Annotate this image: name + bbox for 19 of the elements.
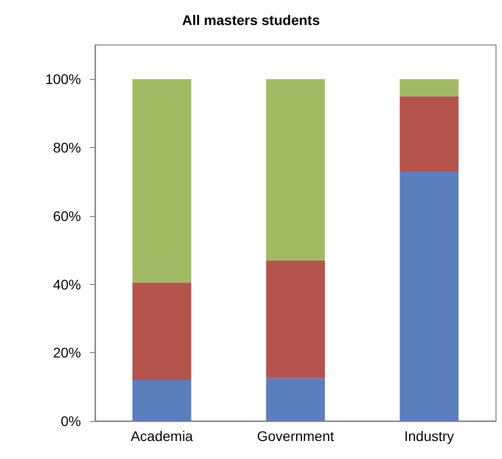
bar xyxy=(400,79,459,96)
y-tick-label: 0% xyxy=(60,413,81,429)
bar xyxy=(400,171,459,421)
bar xyxy=(132,79,192,283)
bar xyxy=(132,282,192,380)
x-tick-label: Industry xyxy=(404,428,454,444)
y-tick-label: 60% xyxy=(52,208,81,224)
chart-title: All masters students xyxy=(182,12,320,28)
x-tick-label: Government xyxy=(256,428,334,444)
y-tick-label: 100% xyxy=(45,71,81,88)
bar xyxy=(266,79,325,260)
bar xyxy=(266,378,325,421)
bar xyxy=(400,96,459,172)
y-tick-label: 20% xyxy=(52,344,81,361)
bar xyxy=(266,260,325,378)
x-tick-label: Academia xyxy=(130,428,194,444)
y-tick-label: 80% xyxy=(52,140,81,156)
y-tick-label: 40% xyxy=(52,276,81,292)
bar xyxy=(132,380,192,421)
